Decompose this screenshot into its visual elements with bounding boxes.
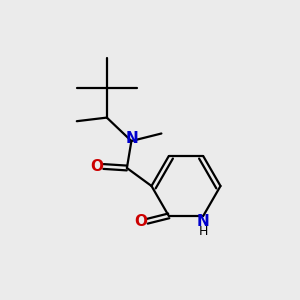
Text: H: H bbox=[199, 225, 208, 238]
Text: O: O bbox=[90, 159, 104, 174]
Text: N: N bbox=[197, 214, 210, 229]
Text: N: N bbox=[126, 130, 138, 146]
Text: O: O bbox=[134, 214, 147, 229]
